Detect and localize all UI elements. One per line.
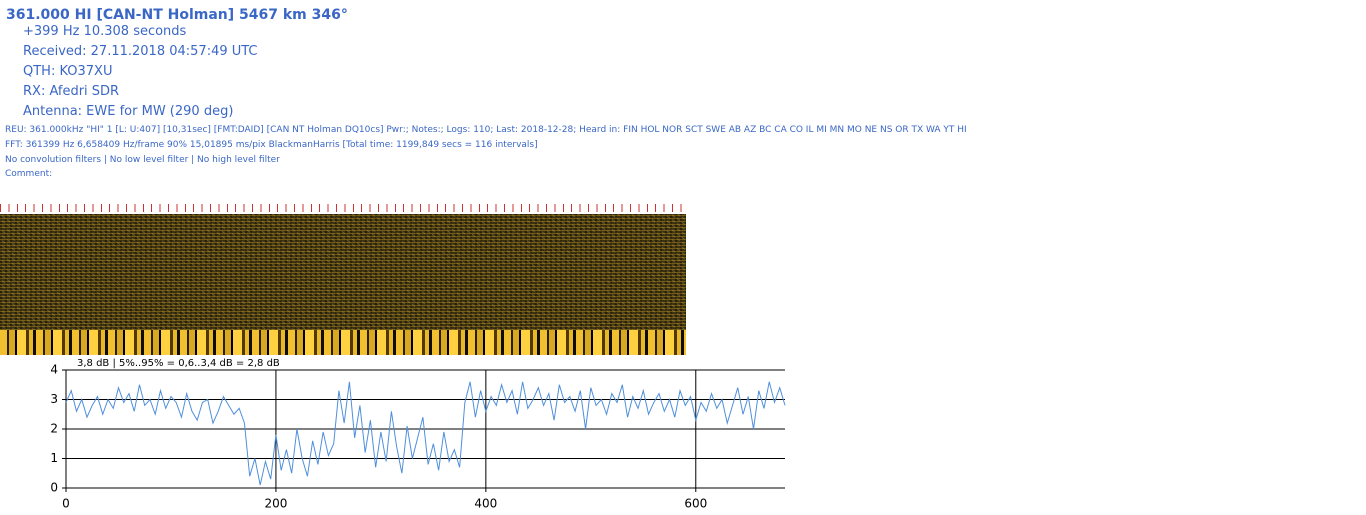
title: 361.000 HI [CAN-NT Holman] 5467 km 346°: [6, 7, 348, 23]
detail-line: Comment:: [5, 169, 53, 179]
detail-line: FFT: 361399 Hz 6,658409 Hz/frame 90% 15,…: [5, 140, 538, 150]
x-tick-label: 200: [264, 497, 287, 511]
y-tick-label: 3: [50, 392, 58, 406]
info-line: Antenna: EWE for MW (290 deg): [23, 104, 234, 119]
detail-line: REU: 361.000kHz "HI" 1 [L: U:407] [10,31…: [5, 125, 967, 135]
y-tick-label: 1: [50, 451, 58, 465]
spectrogram-band: [0, 330, 686, 355]
spectrogram: [0, 214, 686, 330]
info-line: +399 Hz 10.308 seconds: [23, 24, 187, 39]
data-line: [65, 381, 786, 486]
info-line: RX: Afedri SDR: [23, 84, 120, 99]
x-tick-label: 600: [684, 497, 707, 511]
detail-line: No convolution filters | No low level fi…: [5, 155, 280, 165]
frequency-ticks: [0, 204, 686, 212]
y-tick-label: 2: [50, 422, 58, 436]
info-line: Received: 27.11.2018 04:57:49 UTC: [23, 44, 258, 59]
info-line: QTH: KO37XU: [23, 64, 113, 79]
chart-annotation: 3,8 dB | 5%..95% = 0,6..3,4 dB = 2,8 dB: [77, 358, 280, 369]
x-tick-label: 0: [62, 497, 70, 511]
x-tick-label: 400: [474, 497, 497, 511]
y-tick-label: 0: [50, 481, 58, 495]
y-tick-label: 4: [50, 363, 58, 377]
